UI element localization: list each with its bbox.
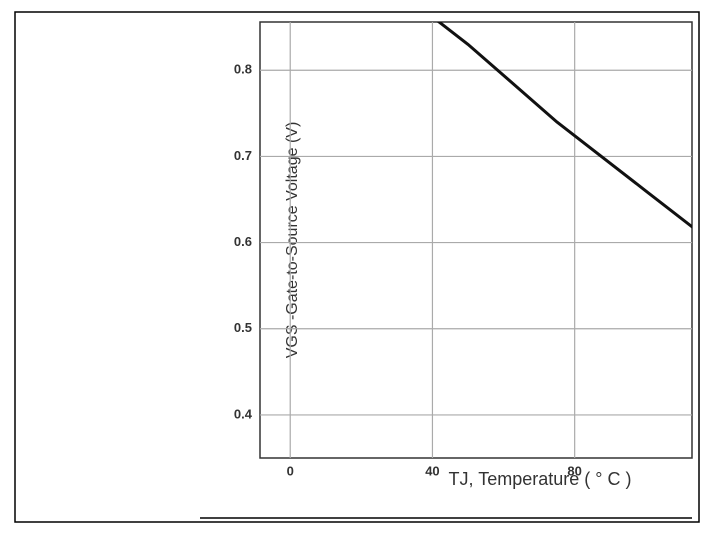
x-tick-label: 40 (425, 463, 439, 478)
y-axis-label: VGS -Gate-to-Source Voltage (V) (284, 122, 301, 359)
x-tick-label: 0 (287, 463, 294, 478)
y-tick-label: 0.5 (234, 320, 252, 335)
frame (15, 12, 699, 522)
y-tick-label: 0.7 (234, 148, 252, 163)
data-line (379, 0, 710, 260)
x-axis-label: TJ, Temperature ( ° C ) (449, 469, 632, 489)
plot-area (260, 22, 692, 458)
y-tick-label: 0.6 (234, 234, 252, 249)
chart: VGS -Gate-to-Source Voltage (V) TJ, Temp… (0, 0, 710, 535)
x-tick-label: 80 (567, 463, 581, 478)
y-tick-label: 0.4 (234, 406, 253, 421)
y-tick-label: 0.8 (234, 62, 252, 77)
